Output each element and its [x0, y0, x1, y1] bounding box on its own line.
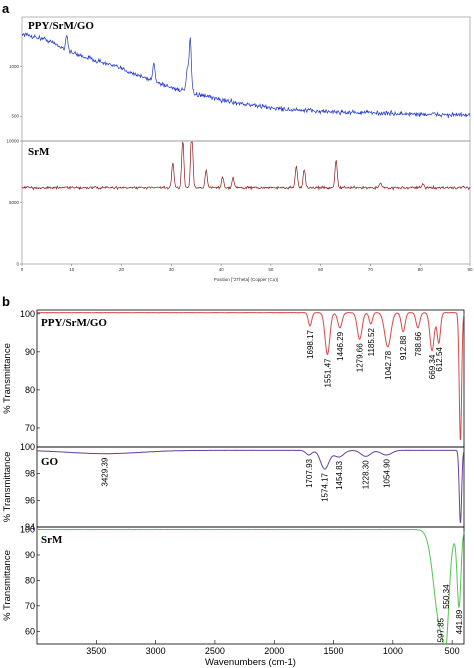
ftir-y-axis-title-1: % Transmittance [2, 452, 13, 523]
xrd-xtick-label: 20 [119, 267, 125, 272]
xrd-xtick-label: 60 [318, 267, 324, 272]
ftir-peak-label: 441.89 [455, 609, 464, 634]
ftir-peak-label: 550.34 [442, 584, 451, 609]
ftir-peak-label: 3429.39 [101, 457, 110, 486]
xrd-xtick-label: 50 [268, 267, 274, 272]
panel-a-xrd: 500 1000 PPY/SrM/GO 0 5000 10000 SrM 0 10 20 30 40 5… [6, 16, 473, 282]
xrd-xtick-label: 40 [219, 267, 225, 272]
ftir-y-axis-title-2: % Transmittance [2, 550, 13, 621]
ftir-peak-label: 1551.47 [323, 358, 332, 387]
ftir-ytick-label: 100 [20, 309, 35, 319]
ftir-peak-label: 1279.66 [356, 343, 365, 372]
ftir-series-2 [36, 528, 465, 644]
xrd-xtick-label: 30 [169, 267, 175, 272]
ftir-peak-label: 788.66 [414, 331, 423, 356]
xrd-x-axis-title: Position [°2Theta] (Copper (Cu)) [214, 277, 279, 282]
ftir-x-axis-title: Wavenumbers (cm-1) [205, 657, 296, 668]
panel-b-letter: b [2, 294, 10, 309]
xrd-ytick-label: 10000 [6, 139, 19, 144]
xrd-series-label-0: PPY/SrM/GO [28, 20, 94, 32]
ftir-xtick-label: 1000 [383, 646, 403, 656]
ftir-xtick-label: 2000 [264, 646, 284, 656]
xrd-series-0 [21, 32, 471, 119]
ftir-series-1 [36, 449, 465, 523]
ftir-ytick-label: 90 [25, 550, 35, 560]
ftir-y-axis-title-0: % Transmittance [2, 343, 13, 414]
ftir-peak-label: 669.34 [428, 354, 437, 379]
ftir-ytick-label: 100 [20, 442, 35, 452]
ftir-peak-label: 1042.78 [384, 350, 393, 379]
ftir-frame-0 [36, 309, 465, 448]
xrd-ytick-label: 0 [16, 262, 19, 267]
ftir-peak-label: 1698.17 [306, 329, 315, 358]
xrd-xtick-label: 0 [21, 267, 24, 272]
ftir-ytick-label: 90 [25, 347, 35, 357]
xrd-series-1 [21, 141, 471, 191]
ftir-peak-label: 1574.17 [321, 472, 330, 501]
ftir-ytick-label: 94 [25, 522, 35, 532]
ftir-peak-label: 912.88 [399, 335, 408, 360]
ftir-peak-label: 597.85 [437, 617, 446, 642]
ftir-ytick-label: 98 [25, 469, 35, 479]
ftir-xtick-label: 500 [445, 646, 460, 656]
xrd-ytick-label: 5000 [9, 200, 20, 205]
panel-b-ftir: 70 80 90 100 PPY/SrM/GO 1698.17 1551.47 1446.29… [2, 309, 465, 668]
ftir-peak-label: 1454.83 [335, 460, 344, 489]
ftir-ytick-label: 70 [25, 601, 35, 611]
xrd-ytick-label: 1000 [9, 64, 20, 69]
ftir-xtick-label: 1500 [324, 646, 344, 656]
panel-a-letter: a [2, 1, 10, 16]
ftir-peak-label: 1228.30 [362, 460, 371, 489]
ftir-peak-label: 1054.90 [382, 458, 391, 487]
ftir-peak-label: 1446.29 [336, 331, 345, 360]
xrd-ytick-label: 500 [11, 114, 19, 119]
xrd-xtick-label: 70 [368, 267, 374, 272]
ftir-ytick-label: 100 [20, 525, 35, 535]
ftir-peak-label: 612.54 [435, 347, 444, 372]
ftir-frame-2 [36, 526, 465, 645]
xrd-series-label-1: SrM [28, 146, 50, 158]
ftir-series-0 [36, 311, 465, 441]
ftir-peak-label: 1185.52 [367, 328, 376, 357]
xrd-frame-0 [21, 16, 471, 142]
ftir-series-label-0: PPY/SrM/GO [41, 317, 107, 329]
ftir-xtick-label: 3000 [146, 646, 166, 656]
ftir-ytick-label: 80 [25, 575, 35, 585]
ftir-xtick-label: 3500 [86, 646, 106, 656]
ftir-ytick-label: 80 [25, 385, 35, 395]
xrd-xtick-label: 10 [69, 267, 75, 272]
xrd-xtick-label: 90 [467, 267, 473, 272]
xrd-xtick-label: 80 [418, 267, 424, 272]
ftir-xtick-label: 2500 [205, 646, 225, 656]
ftir-ytick-label: 70 [25, 423, 35, 433]
ftir-peak-label: 1707.93 [305, 458, 314, 487]
ftir-series-label-2: SrM [41, 534, 63, 546]
ftir-ytick-label: 96 [25, 495, 35, 505]
xrd-frame-1 [21, 140, 471, 265]
ftir-ytick-label: 60 [25, 626, 35, 636]
ftir-series-label-1: GO [41, 456, 59, 468]
